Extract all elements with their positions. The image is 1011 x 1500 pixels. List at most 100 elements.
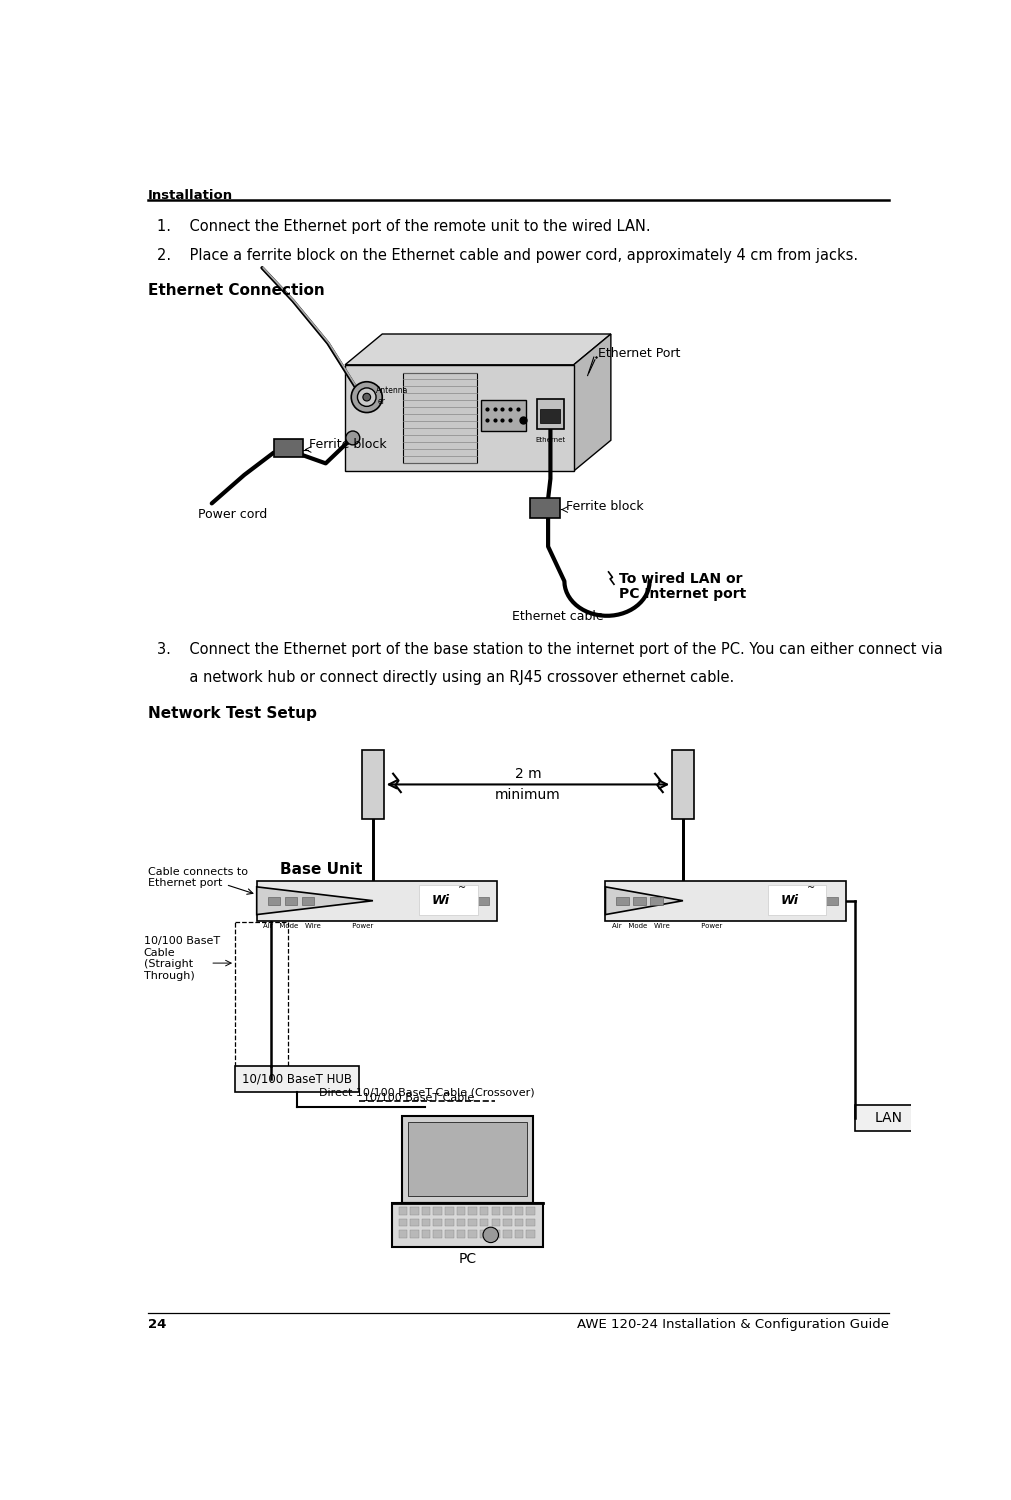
Text: 2 m: 2 m: [515, 768, 541, 782]
Bar: [409, 1208, 419, 1215]
Polygon shape: [345, 334, 611, 364]
Text: Wi: Wi: [432, 894, 450, 908]
Polygon shape: [605, 886, 682, 915]
Text: AWE 120-24 Installation & Configuration Guide: AWE 120-24 Installation & Configuration …: [576, 1318, 889, 1330]
Text: 10/100 BaseT
Cable
(Straight
Through): 10/100 BaseT Cable (Straight Through): [144, 936, 219, 981]
Text: 24: 24: [148, 1318, 167, 1330]
Bar: [502, 1208, 512, 1215]
Bar: [473, 897, 488, 904]
Bar: [422, 1208, 430, 1215]
Text: minimum: minimum: [494, 788, 560, 801]
Bar: [398, 1208, 406, 1215]
Text: Air   Mode   Wire              Power: Air Mode Wire Power: [263, 922, 373, 928]
Bar: [433, 1218, 442, 1227]
Bar: [616, 897, 628, 904]
Text: er: er: [377, 398, 385, 406]
Bar: [422, 1218, 430, 1227]
Bar: [456, 1230, 465, 1238]
Circle shape: [346, 430, 360, 445]
Bar: [392, 1203, 543, 1246]
Circle shape: [357, 388, 376, 406]
Polygon shape: [257, 886, 373, 915]
Bar: [274, 438, 303, 458]
Bar: [257, 880, 496, 921]
Polygon shape: [480, 400, 525, 430]
Text: PC: PC: [458, 1252, 476, 1266]
Bar: [491, 1230, 499, 1238]
Bar: [526, 1218, 535, 1227]
Bar: [284, 897, 296, 904]
Bar: [407, 1122, 527, 1197]
Circle shape: [363, 393, 370, 400]
Bar: [456, 1218, 465, 1227]
Text: Direct 10/100 BaseT Cable (Crossover): Direct 10/100 BaseT Cable (Crossover): [318, 1088, 534, 1098]
Text: Network Test Setup: Network Test Setup: [148, 706, 316, 722]
Text: Ferrite block: Ferrite block: [565, 500, 643, 513]
Bar: [301, 897, 313, 904]
Text: 1.    Connect the Ethernet port of the remote unit to the wired LAN.: 1. Connect the Ethernet port of the remo…: [158, 219, 650, 234]
Bar: [445, 1230, 453, 1238]
Bar: [445, 1208, 453, 1215]
Text: Power cord: Power cord: [197, 509, 267, 520]
Text: 10/100 BaseT HUB: 10/100 BaseT HUB: [242, 1072, 352, 1084]
Text: To wired LAN or: To wired LAN or: [618, 572, 741, 586]
Text: Ferrite block: Ferrite block: [309, 438, 386, 452]
Bar: [633, 897, 645, 904]
Text: Ethernet cable: Ethernet cable: [512, 609, 603, 622]
Bar: [502, 1218, 512, 1227]
Bar: [491, 1208, 499, 1215]
Text: Base Unit: Base Unit: [280, 862, 362, 877]
Bar: [605, 880, 845, 921]
Text: Wi: Wi: [780, 894, 798, 908]
Bar: [433, 1208, 442, 1215]
Bar: [530, 498, 559, 517]
Text: Ethernet Connection: Ethernet Connection: [148, 284, 325, 298]
Text: Installation: Installation: [148, 189, 234, 202]
Bar: [822, 897, 837, 904]
Bar: [419, 885, 477, 915]
Bar: [235, 922, 287, 1066]
Bar: [445, 1218, 453, 1227]
Text: a network hub or connect directly using an RJ45 crossover ethernet cable.: a network hub or connect directly using …: [158, 670, 734, 686]
Bar: [409, 1218, 419, 1227]
Bar: [479, 1208, 488, 1215]
Bar: [537, 399, 563, 429]
Bar: [235, 1065, 359, 1092]
Bar: [767, 885, 826, 915]
Bar: [502, 1230, 512, 1238]
Bar: [422, 1230, 430, 1238]
Bar: [433, 1230, 442, 1238]
Bar: [468, 1208, 476, 1215]
Bar: [398, 1230, 406, 1238]
Bar: [526, 1208, 535, 1215]
Circle shape: [351, 381, 382, 412]
Text: Ethernet Port: Ethernet Port: [598, 346, 679, 360]
Bar: [526, 1230, 535, 1238]
Text: ~: ~: [458, 884, 466, 894]
Text: 10/100 BaseT Cable: 10/100 BaseT Cable: [363, 1094, 474, 1102]
Text: 3.    Connect the Ethernet port of the base station to the internet port of the : 3. Connect the Ethernet port of the base…: [158, 642, 942, 657]
Bar: [515, 1218, 523, 1227]
Bar: [468, 1230, 476, 1238]
Bar: [650, 897, 662, 904]
Text: PC Internet port: PC Internet port: [618, 586, 745, 600]
Bar: [540, 410, 560, 423]
Circle shape: [482, 1227, 498, 1242]
Bar: [515, 1208, 523, 1215]
Bar: [267, 897, 280, 904]
Text: 2.    Place a ferrite block on the Ethernet cable and power cord, approximately : 2. Place a ferrite block on the Ethernet…: [158, 248, 857, 262]
Text: Air   Mode   Wire              Power: Air Mode Wire Power: [611, 922, 721, 928]
Bar: [398, 1218, 406, 1227]
Text: Ethernet: Ethernet: [535, 436, 565, 442]
Bar: [345, 364, 573, 471]
Text: Cable connects to
Ethernet port: Cable connects to Ethernet port: [148, 867, 248, 888]
Text: LAN: LAN: [875, 1112, 902, 1125]
Bar: [854, 1106, 922, 1131]
Bar: [409, 1230, 419, 1238]
Bar: [479, 1230, 488, 1238]
Bar: [402, 372, 476, 464]
Bar: [362, 750, 383, 819]
Bar: [515, 1230, 523, 1238]
Text: Antenna: Antenna: [376, 387, 408, 396]
Bar: [401, 1116, 533, 1203]
